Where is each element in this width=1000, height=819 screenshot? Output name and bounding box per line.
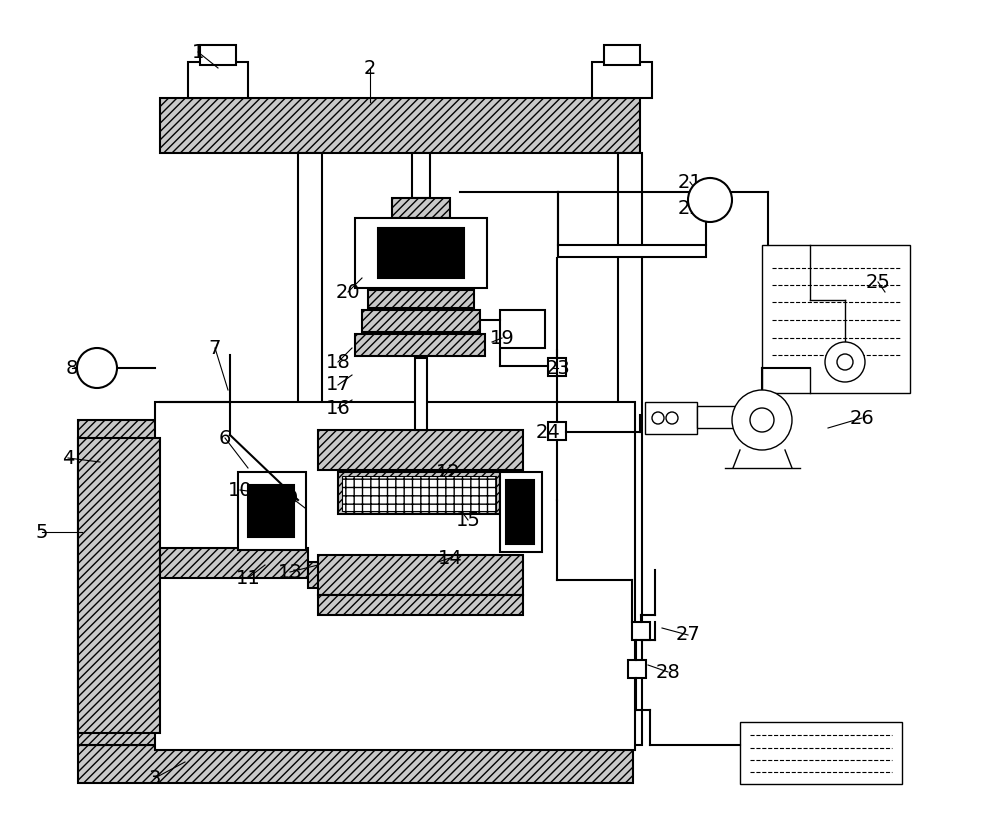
Text: 16: 16	[326, 399, 350, 418]
Text: 18: 18	[326, 352, 350, 372]
Text: 15: 15	[456, 510, 480, 530]
Text: 13: 13	[278, 563, 302, 581]
Bar	[200, 45, 236, 65]
Text: 12: 12	[436, 463, 460, 482]
Text: 28: 28	[656, 663, 680, 681]
Text: 3: 3	[149, 768, 161, 788]
Bar	[592, 62, 652, 98]
Circle shape	[666, 412, 678, 424]
Bar	[355, 218, 487, 288]
Bar	[78, 438, 160, 733]
Circle shape	[732, 390, 792, 450]
Circle shape	[77, 348, 117, 388]
Text: 8: 8	[66, 359, 78, 378]
Text: 1: 1	[192, 43, 204, 61]
Bar	[412, 153, 430, 198]
Bar	[762, 245, 910, 393]
Circle shape	[652, 412, 664, 424]
Text: 5: 5	[36, 523, 48, 541]
Bar	[318, 595, 523, 615]
Bar	[298, 153, 322, 745]
Text: 19: 19	[490, 328, 514, 347]
Bar	[392, 198, 450, 218]
Text: 6: 6	[219, 428, 231, 447]
Text: 2: 2	[364, 58, 376, 78]
Text: 20: 20	[336, 283, 360, 301]
Bar	[368, 290, 474, 308]
Bar	[78, 745, 633, 783]
Bar	[78, 420, 160, 745]
Bar	[506, 480, 534, 544]
Bar	[342, 476, 496, 511]
Circle shape	[837, 354, 853, 370]
Text: 17: 17	[326, 375, 350, 395]
Circle shape	[825, 342, 865, 382]
Bar	[415, 358, 427, 430]
Text: 22: 22	[678, 198, 702, 218]
Text: 26: 26	[850, 409, 874, 428]
Bar	[618, 153, 642, 745]
Text: 4: 4	[62, 449, 74, 468]
Bar	[740, 722, 902, 784]
Bar	[632, 622, 650, 640]
Text: 11: 11	[236, 568, 260, 587]
Bar	[628, 660, 646, 678]
Bar	[308, 562, 326, 588]
Text: 27: 27	[676, 626, 700, 645]
Text: 10: 10	[228, 481, 252, 500]
Bar	[362, 310, 480, 332]
Bar	[697, 406, 735, 428]
Text: 7: 7	[209, 338, 221, 358]
Bar	[318, 555, 523, 595]
Bar	[160, 98, 640, 153]
Bar	[500, 310, 545, 348]
Circle shape	[750, 408, 774, 432]
Text: 24: 24	[536, 423, 560, 441]
Text: 21: 21	[678, 173, 702, 192]
Bar	[378, 228, 464, 278]
Text: 14: 14	[438, 549, 462, 568]
Bar	[645, 402, 697, 434]
Text: 25: 25	[866, 273, 890, 292]
Bar	[238, 472, 306, 550]
Circle shape	[688, 178, 732, 222]
Text: 9: 9	[286, 488, 298, 508]
Text: 23: 23	[546, 359, 570, 378]
Bar	[160, 548, 308, 578]
Bar	[77, 362, 87, 374]
Bar	[604, 45, 640, 65]
Bar	[558, 245, 706, 257]
Bar	[500, 472, 542, 552]
Bar	[188, 62, 248, 98]
Bar	[318, 430, 523, 470]
Bar	[155, 402, 635, 750]
Bar	[355, 334, 485, 356]
Bar	[338, 472, 500, 514]
Bar	[548, 422, 566, 440]
Bar	[548, 358, 566, 376]
Bar	[248, 485, 294, 537]
